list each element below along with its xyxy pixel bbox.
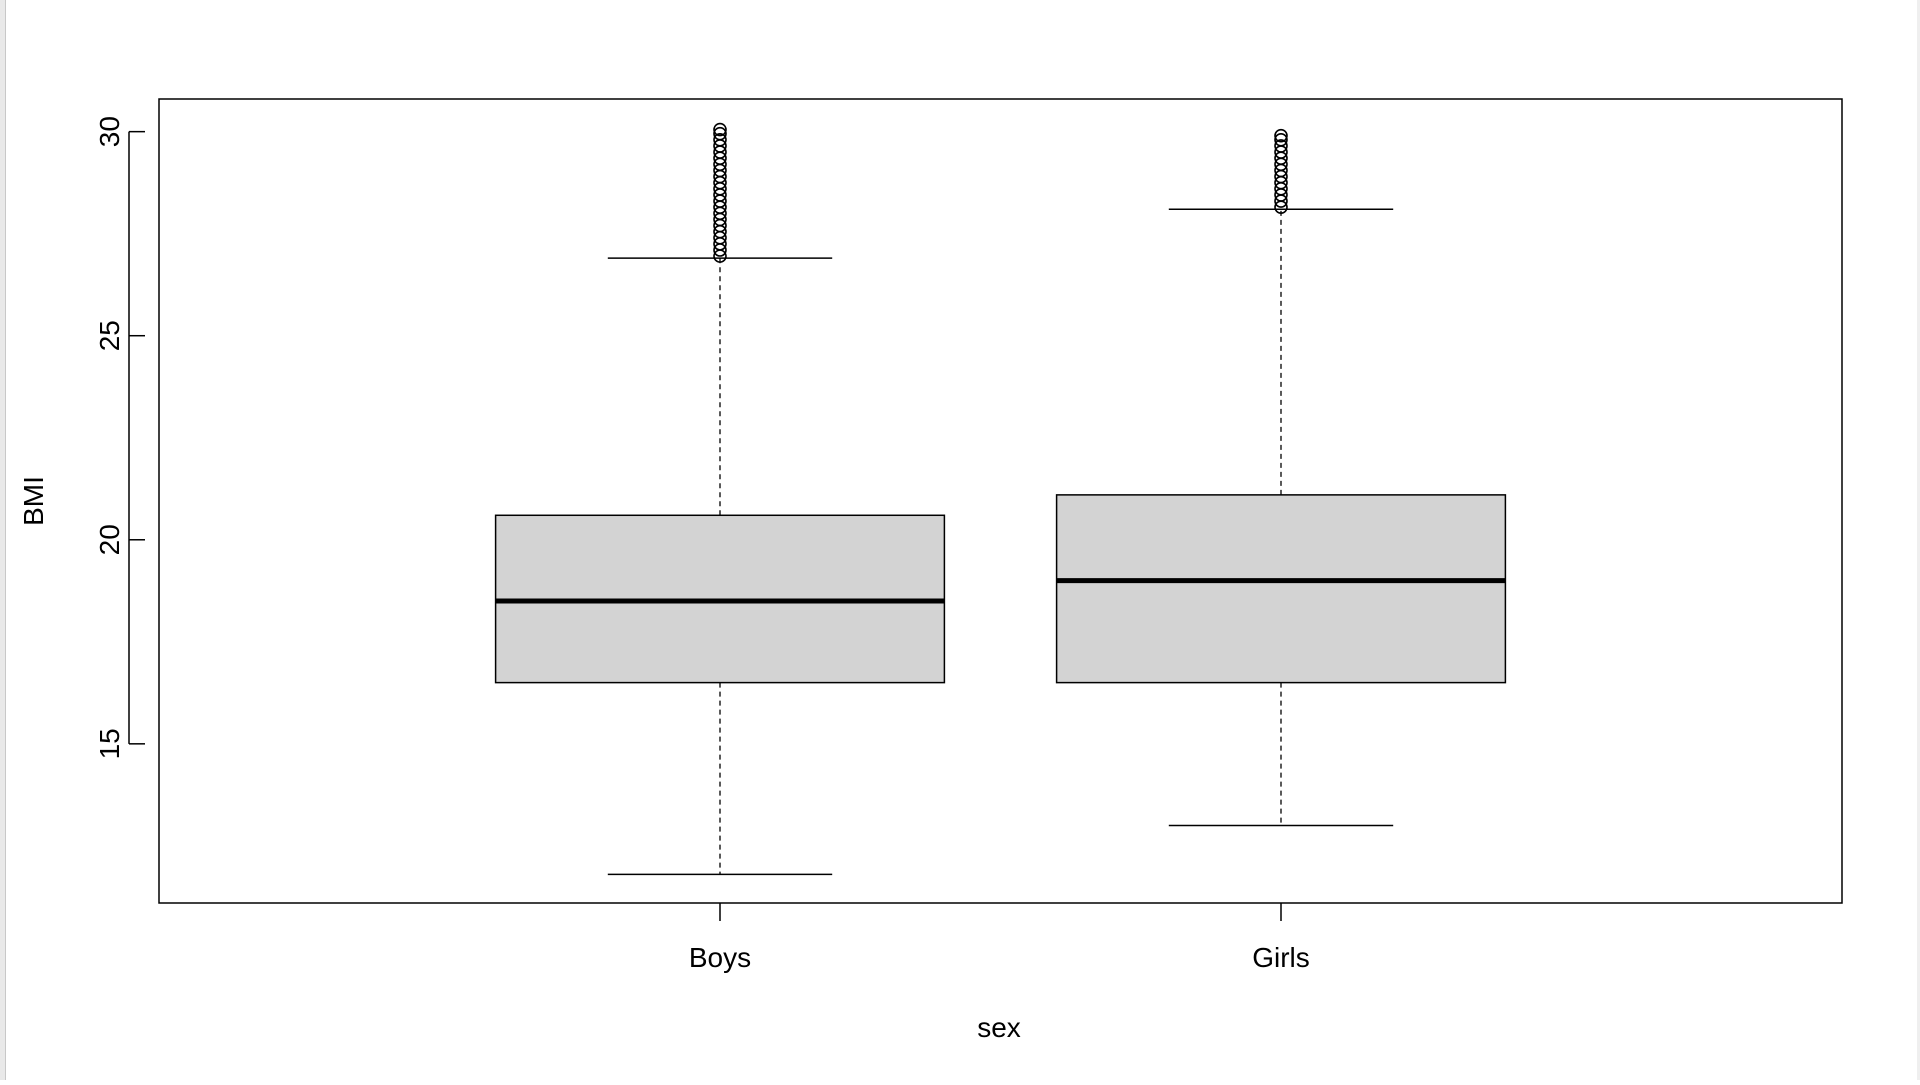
boxplot-chart: 15 20 25 30 Boys Girls sex BMI bbox=[18, 98, 1843, 1043]
y-tick-label: 25 bbox=[94, 320, 125, 351]
plot-window: 15 20 25 30 Boys Girls sex BMI bbox=[6, 0, 1917, 1080]
outlier-point bbox=[713, 126, 727, 141]
box-group bbox=[1055, 128, 1507, 827]
x-axis: Boys Girls bbox=[689, 903, 1310, 973]
y-tick-label: 15 bbox=[94, 728, 125, 759]
outlier-point bbox=[1274, 128, 1288, 143]
y-tick-label: 30 bbox=[94, 116, 125, 147]
box-group bbox=[494, 122, 946, 876]
x-axis-label: sex bbox=[977, 1012, 1021, 1043]
window-left-edge bbox=[0, 0, 6, 1080]
y-axis: 15 20 25 30 bbox=[94, 116, 145, 759]
outlier-point bbox=[1274, 133, 1288, 147]
plot-frame bbox=[158, 98, 1843, 904]
x-tick-label: Girls bbox=[1252, 942, 1310, 973]
outlier-point bbox=[1274, 139, 1288, 153]
window-right-edge bbox=[1917, 0, 1920, 1080]
x-tick-label: Boys bbox=[689, 942, 751, 973]
outlier-point bbox=[713, 122, 727, 137]
y-axis-label: BMI bbox=[18, 476, 49, 526]
boxes-layer bbox=[494, 122, 1507, 876]
outlier-point bbox=[713, 133, 727, 147]
y-tick-label: 20 bbox=[94, 524, 125, 555]
iqr-box bbox=[1055, 494, 1507, 684]
